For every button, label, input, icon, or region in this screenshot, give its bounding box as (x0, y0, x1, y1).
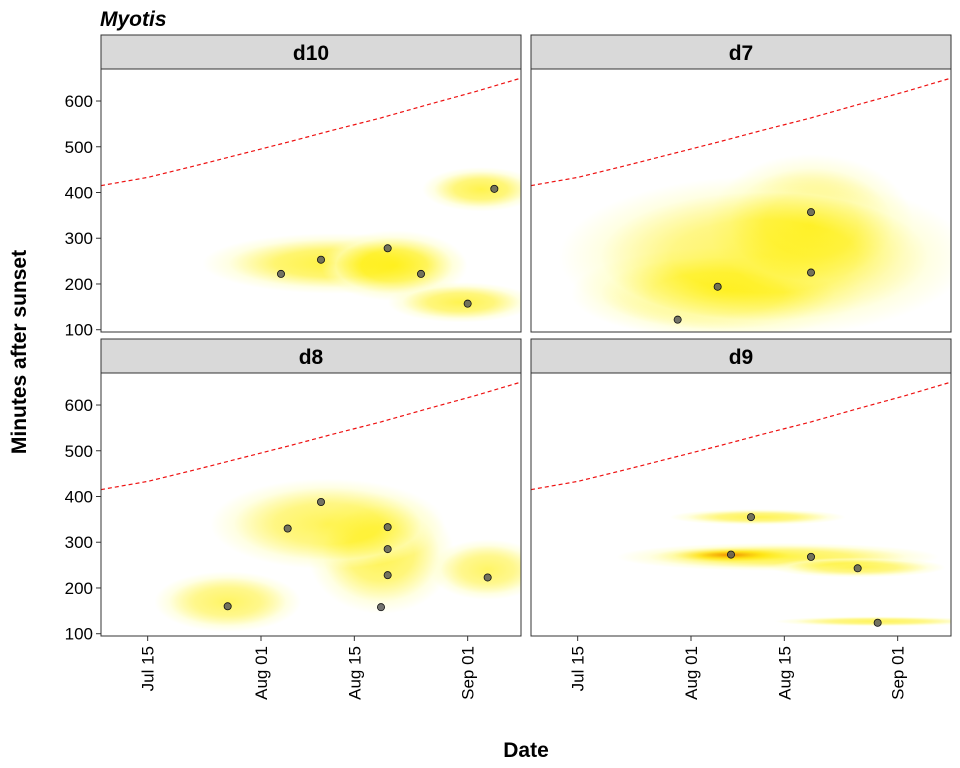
data-point (747, 513, 756, 522)
data-point (807, 268, 816, 277)
x-tick-label: Aug 15 (345, 646, 364, 700)
y-axis-title: Minutes after sunset (8, 250, 31, 454)
x-tick-label: Jul 15 (139, 646, 158, 691)
x-tick-label: Jul 15 (569, 646, 588, 691)
data-point (223, 602, 232, 611)
y-tick-label: 200 (65, 275, 93, 294)
density-region (429, 539, 521, 600)
sunrise-line-d10 (101, 77, 521, 187)
sunrise-line-d9 (531, 381, 951, 491)
x-tick-label: Sep 01 (889, 646, 908, 700)
y-tick-label: 500 (65, 442, 93, 461)
density-region (669, 509, 846, 526)
data-point (383, 244, 392, 253)
data-point (383, 523, 392, 532)
y-tick-label: 600 (65, 92, 93, 111)
x-tick-label: Aug 01 (252, 646, 271, 700)
data-point (383, 571, 392, 580)
sunrise-line-d7 (531, 77, 951, 187)
y-axes: 100 200 300 400 500 600 100 200 300 400 500 600 (65, 92, 101, 644)
density-region (321, 230, 468, 301)
data-point (673, 315, 682, 324)
data-point (416, 269, 425, 278)
facet-strip-d7 (530, 34, 952, 70)
density-region (210, 478, 445, 570)
panel-border-d10 (100, 68, 522, 333)
panel-background-d9 (531, 373, 951, 636)
data-point (483, 573, 492, 582)
facet-label-d7: d7 (729, 42, 754, 65)
data-point (727, 550, 736, 559)
facet-panels: d10 d7 d8 d9 (100, 34, 952, 637)
panel-plot-area-d7 (531, 77, 951, 332)
density-region (775, 616, 951, 627)
data-point (316, 255, 325, 264)
data-point (807, 552, 816, 561)
y-tick-label: 600 (65, 396, 93, 415)
x-tick-label: Aug 15 (775, 646, 794, 700)
y-tick-label: 500 (65, 138, 93, 157)
facet-label-d9: d9 (729, 346, 754, 369)
data-point (873, 618, 882, 627)
y-tick-label: 400 (65, 487, 93, 506)
y-tick-label: 300 (65, 533, 93, 552)
data-point (853, 564, 862, 573)
y-tick-label: 400 (65, 183, 93, 202)
density-region (387, 282, 521, 323)
y-tick-label: 300 (65, 229, 93, 248)
data-point (283, 524, 292, 533)
data-point (376, 603, 385, 612)
density-region (422, 167, 521, 212)
y-tick-label: 100 (65, 321, 93, 340)
y-tick-label: 100 (65, 625, 93, 644)
density-region (559, 176, 951, 332)
panel-border-d8 (100, 372, 522, 637)
data-point (807, 208, 816, 217)
data-point (316, 497, 325, 506)
x-tick-label: Sep 01 (459, 646, 478, 700)
panel-plot-area-d8 (101, 381, 521, 632)
data-point (490, 184, 499, 193)
sunrise-line-d8 (101, 381, 521, 491)
panel-plot-area-d9 (531, 381, 951, 627)
facet-strip-d10 (100, 34, 522, 70)
data-point (463, 299, 472, 308)
panel-plot-area-d10 (101, 77, 521, 323)
x-tick-label: Aug 01 (682, 646, 701, 700)
facet-label-d8: d8 (299, 346, 324, 369)
density-region (154, 571, 301, 632)
facet-strip-d8 (100, 338, 522, 374)
facet-label-d10: d10 (293, 42, 329, 65)
data-point (713, 282, 722, 291)
y-tick-label: 200 (65, 579, 93, 598)
data-point (276, 269, 285, 278)
chart-title: Myotis (100, 8, 167, 31)
panel-border-d7 (530, 68, 952, 333)
data-point (383, 545, 392, 554)
panel-border-d9 (530, 372, 952, 637)
x-axes: Jul 15 Aug 01 Aug 15 Sep 01 Jul 15 Aug 01 Aug … (139, 636, 908, 700)
x-axis-title: Date (503, 739, 549, 762)
